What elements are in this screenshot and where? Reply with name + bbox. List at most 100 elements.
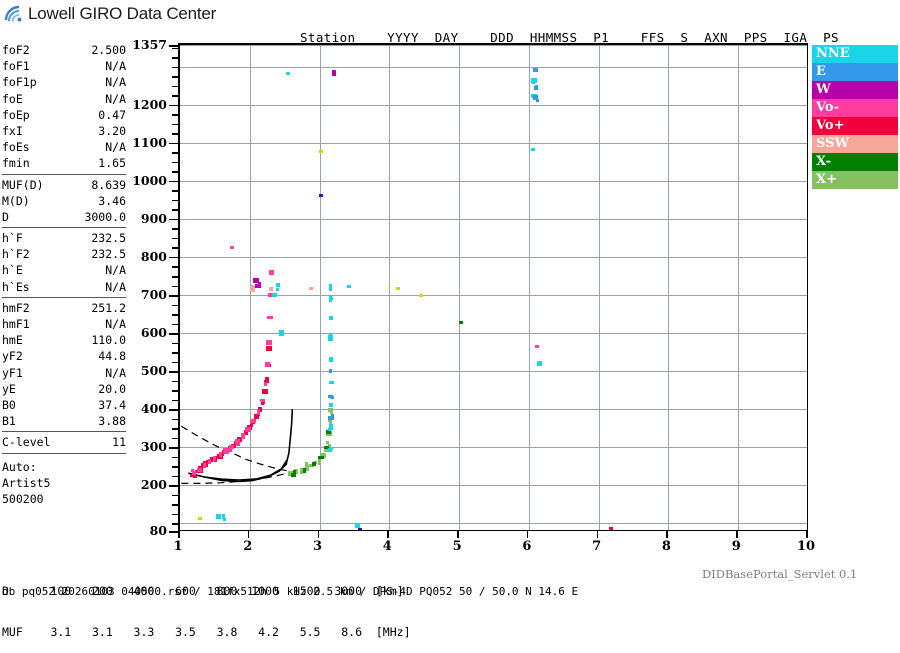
- gridline-vertical: [319, 45, 321, 530]
- param-key: yF1: [2, 365, 23, 380]
- param-key: D: [2, 209, 9, 224]
- param-row-b0: B0 37.4: [2, 397, 126, 413]
- param-row-c-level: C-level 11: [2, 434, 126, 450]
- echo-point-w: [255, 283, 262, 288]
- param-value: 232.5: [91, 231, 126, 246]
- x-tick-label: 8: [661, 539, 671, 554]
- echo-point-vo: [250, 419, 257, 424]
- x-tick: [317, 531, 320, 538]
- divider: [2, 173, 126, 175]
- echo-point-x: [287, 470, 293, 476]
- echo-point-w: [258, 281, 262, 285]
- gridline-vertical: [459, 45, 461, 530]
- echo-point-noise: [609, 528, 614, 530]
- auto-line: 500200: [2, 491, 44, 506]
- param-group-confidence: C-level 11: [2, 434, 126, 450]
- param-row-foes: foEs N/A: [2, 139, 126, 155]
- legend-item-vo[interactable]: Vo+: [812, 117, 898, 135]
- legend-item-vo[interactable]: Vo-: [812, 99, 898, 117]
- param-value: 8.639: [91, 177, 126, 192]
- echo-point-x: [304, 464, 309, 471]
- y-tick-minor: [172, 418, 178, 421]
- param-key: h`F2: [2, 247, 30, 262]
- echo-point-nne: [329, 283, 333, 287]
- param-value: 44.8: [98, 349, 126, 364]
- param-row-fxi: fxI 3.20: [2, 123, 126, 139]
- legend-item-x[interactable]: X+: [812, 171, 898, 189]
- param-row-hme: hmE 110.0: [2, 332, 126, 348]
- param-row-yf2: yF2 44.8: [2, 348, 126, 364]
- legend-item-x[interactable]: X-: [812, 153, 898, 171]
- echo-point-nne: [330, 296, 334, 300]
- gridline-vertical: [668, 45, 670, 530]
- param-key: foE: [2, 91, 23, 106]
- echo-point-vo: [245, 426, 252, 432]
- param-key: yE: [2, 381, 16, 396]
- echo-point-noise: [346, 285, 351, 289]
- y-tick-minor: [172, 76, 178, 78]
- y-tick-label: 1200: [132, 96, 167, 112]
- y-tick-major: [169, 45, 178, 47]
- gridline-horizontal: [180, 371, 807, 373]
- y-tick-label: 500: [140, 363, 167, 379]
- echo-point-noise: [318, 193, 323, 197]
- echo-point-nne: [215, 514, 219, 518]
- echo-point-vo: [193, 475, 198, 479]
- legend-item-e[interactable]: E: [812, 63, 898, 81]
- echo-point-nne: [271, 293, 277, 298]
- y-tick-minor: [172, 323, 178, 326]
- param-key: foEp: [2, 107, 30, 122]
- param-key: C-level: [2, 435, 51, 450]
- echo-point-x: [323, 447, 328, 452]
- parameter-panel: foF2 2.500 foF1 N/A foF1p N/A foE N/A foEp 0.47 fx…: [2, 42, 126, 507]
- echo-point-ssw: [251, 284, 255, 288]
- echo-point-vo: [266, 340, 273, 346]
- param-value: N/A: [105, 279, 126, 294]
- echo-point-noise: [230, 245, 235, 249]
- echo-point-nne: [221, 514, 225, 520]
- x-tick-label: 2: [243, 539, 253, 554]
- servlet-label: DIDBasePortal_Servlet 0.1: [702, 567, 858, 581]
- y-tick-label: 1357: [132, 37, 167, 52]
- param-row-m-d-: M(D) 3.46: [2, 193, 126, 209]
- echo-point-vo: [262, 401, 266, 404]
- param-key: hmE: [2, 333, 23, 348]
- echo-point-vo: [240, 432, 245, 439]
- echo-point-x: [328, 419, 332, 423]
- legend-item-w[interactable]: W: [812, 81, 898, 99]
- param-group-profile: hmF2 251.2 hmF1 N/A hmE 110.0 yF2 44.8 yF1 N/A yE 2…: [2, 300, 126, 430]
- echo-point-noise: [458, 320, 463, 324]
- gridline-horizontal: [180, 256, 807, 258]
- curve-ordinary-trace: [204, 409, 294, 483]
- ionogram-plot[interactable]: [178, 43, 808, 531]
- echo-point-ssw: [250, 285, 256, 292]
- param-value: 3000.0: [84, 209, 126, 224]
- echo-point-e: [533, 95, 539, 101]
- y-tick-major: [169, 256, 178, 259]
- y-tick-minor: [172, 523, 178, 525]
- y-tick-minor: [172, 428, 178, 430]
- y-tick-minor: [172, 380, 178, 383]
- muf-row: MUF 3.1 3.1 3.3 3.5 3.8 4.2 5.5 8.6 [MHz…: [2, 624, 411, 639]
- legend-item-ssw[interactable]: SSW: [812, 135, 898, 153]
- param-key: foF1: [2, 59, 30, 74]
- param-row-foep: foEp 0.47: [2, 107, 126, 123]
- echo-point-x: [308, 464, 314, 468]
- echo-point-nne: [328, 359, 332, 363]
- echo-point-vo: [201, 463, 205, 467]
- param-key: yF2: [2, 349, 23, 364]
- param-value: N/A: [105, 59, 126, 74]
- param-value: N/A: [105, 75, 126, 90]
- param-row-yf1: yF1 N/A: [2, 365, 126, 381]
- echo-point-nne: [330, 447, 334, 450]
- x-tick-label: 9: [731, 539, 741, 554]
- y-tick-minor: [172, 57, 178, 59]
- y-tick-minor: [172, 437, 178, 440]
- param-key: foF2: [2, 43, 30, 57]
- echo-point-x: [299, 471, 303, 475]
- legend-item-nne[interactable]: NNE: [812, 45, 898, 63]
- echo-point-nne: [328, 424, 333, 431]
- y-tick-minor: [172, 237, 178, 240]
- echo-point-x: [328, 407, 334, 412]
- echo-point-vo: [207, 459, 211, 465]
